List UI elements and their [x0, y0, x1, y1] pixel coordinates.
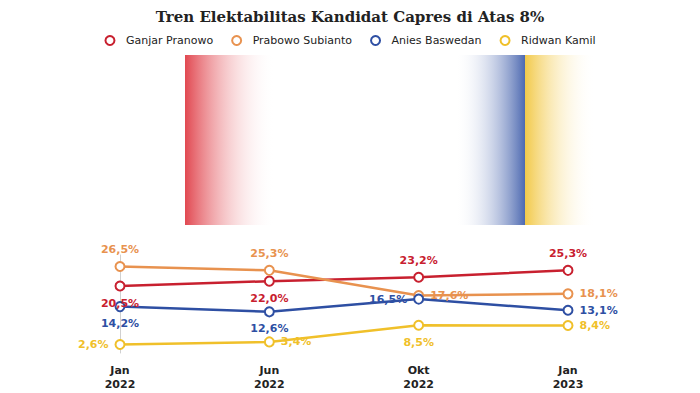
svg-text:25,3%: 25,3% — [250, 247, 288, 260]
svg-text:Jun: Jun — [258, 364, 279, 377]
svg-text:Okt: Okt — [408, 364, 430, 377]
svg-text:16,5%: 16,5% — [369, 293, 407, 306]
svg-text:17,6%: 17,6% — [430, 289, 468, 302]
svg-text:2022: 2022 — [105, 378, 136, 391]
svg-text:Tren Elektabilitas Kandidat Ca: Tren Elektabilitas Kandidat Capres di At… — [156, 8, 545, 26]
svg-text:2,6%: 2,6% — [78, 338, 109, 351]
svg-text:Prabowo Subianto: Prabowo Subianto — [253, 34, 353, 47]
svg-text:8,4%: 8,4% — [580, 319, 611, 332]
svg-text:14,2%: 14,2% — [101, 317, 139, 330]
svg-text:13,1%: 13,1% — [580, 304, 618, 317]
svg-text:Anies Baswedan: Anies Baswedan — [392, 34, 482, 47]
svg-text:2022: 2022 — [254, 378, 285, 391]
svg-text:25,3%: 25,3% — [549, 247, 587, 260]
svg-text:Ganjar Pranowo: Ganjar Pranowo — [126, 34, 213, 47]
svg-text:2022: 2022 — [403, 378, 434, 391]
svg-text:20,5%: 20,5% — [101, 297, 139, 310]
svg-text:26,5%: 26,5% — [101, 243, 139, 256]
svg-text:23,2%: 23,2% — [400, 254, 438, 267]
svg-text:Ridwan Kamil: Ridwan Kamil — [521, 34, 595, 47]
svg-text:22,0%: 22,0% — [250, 292, 288, 305]
svg-text:2023: 2023 — [553, 378, 584, 391]
svg-text:8,5%: 8,5% — [403, 336, 434, 349]
svg-text:Jan: Jan — [109, 364, 129, 377]
svg-text:3,4%: 3,4% — [281, 335, 312, 348]
svg-text:18,1%: 18,1% — [580, 287, 618, 300]
svg-text:12,6%: 12,6% — [250, 322, 288, 335]
svg-text:Jan: Jan — [557, 364, 577, 377]
